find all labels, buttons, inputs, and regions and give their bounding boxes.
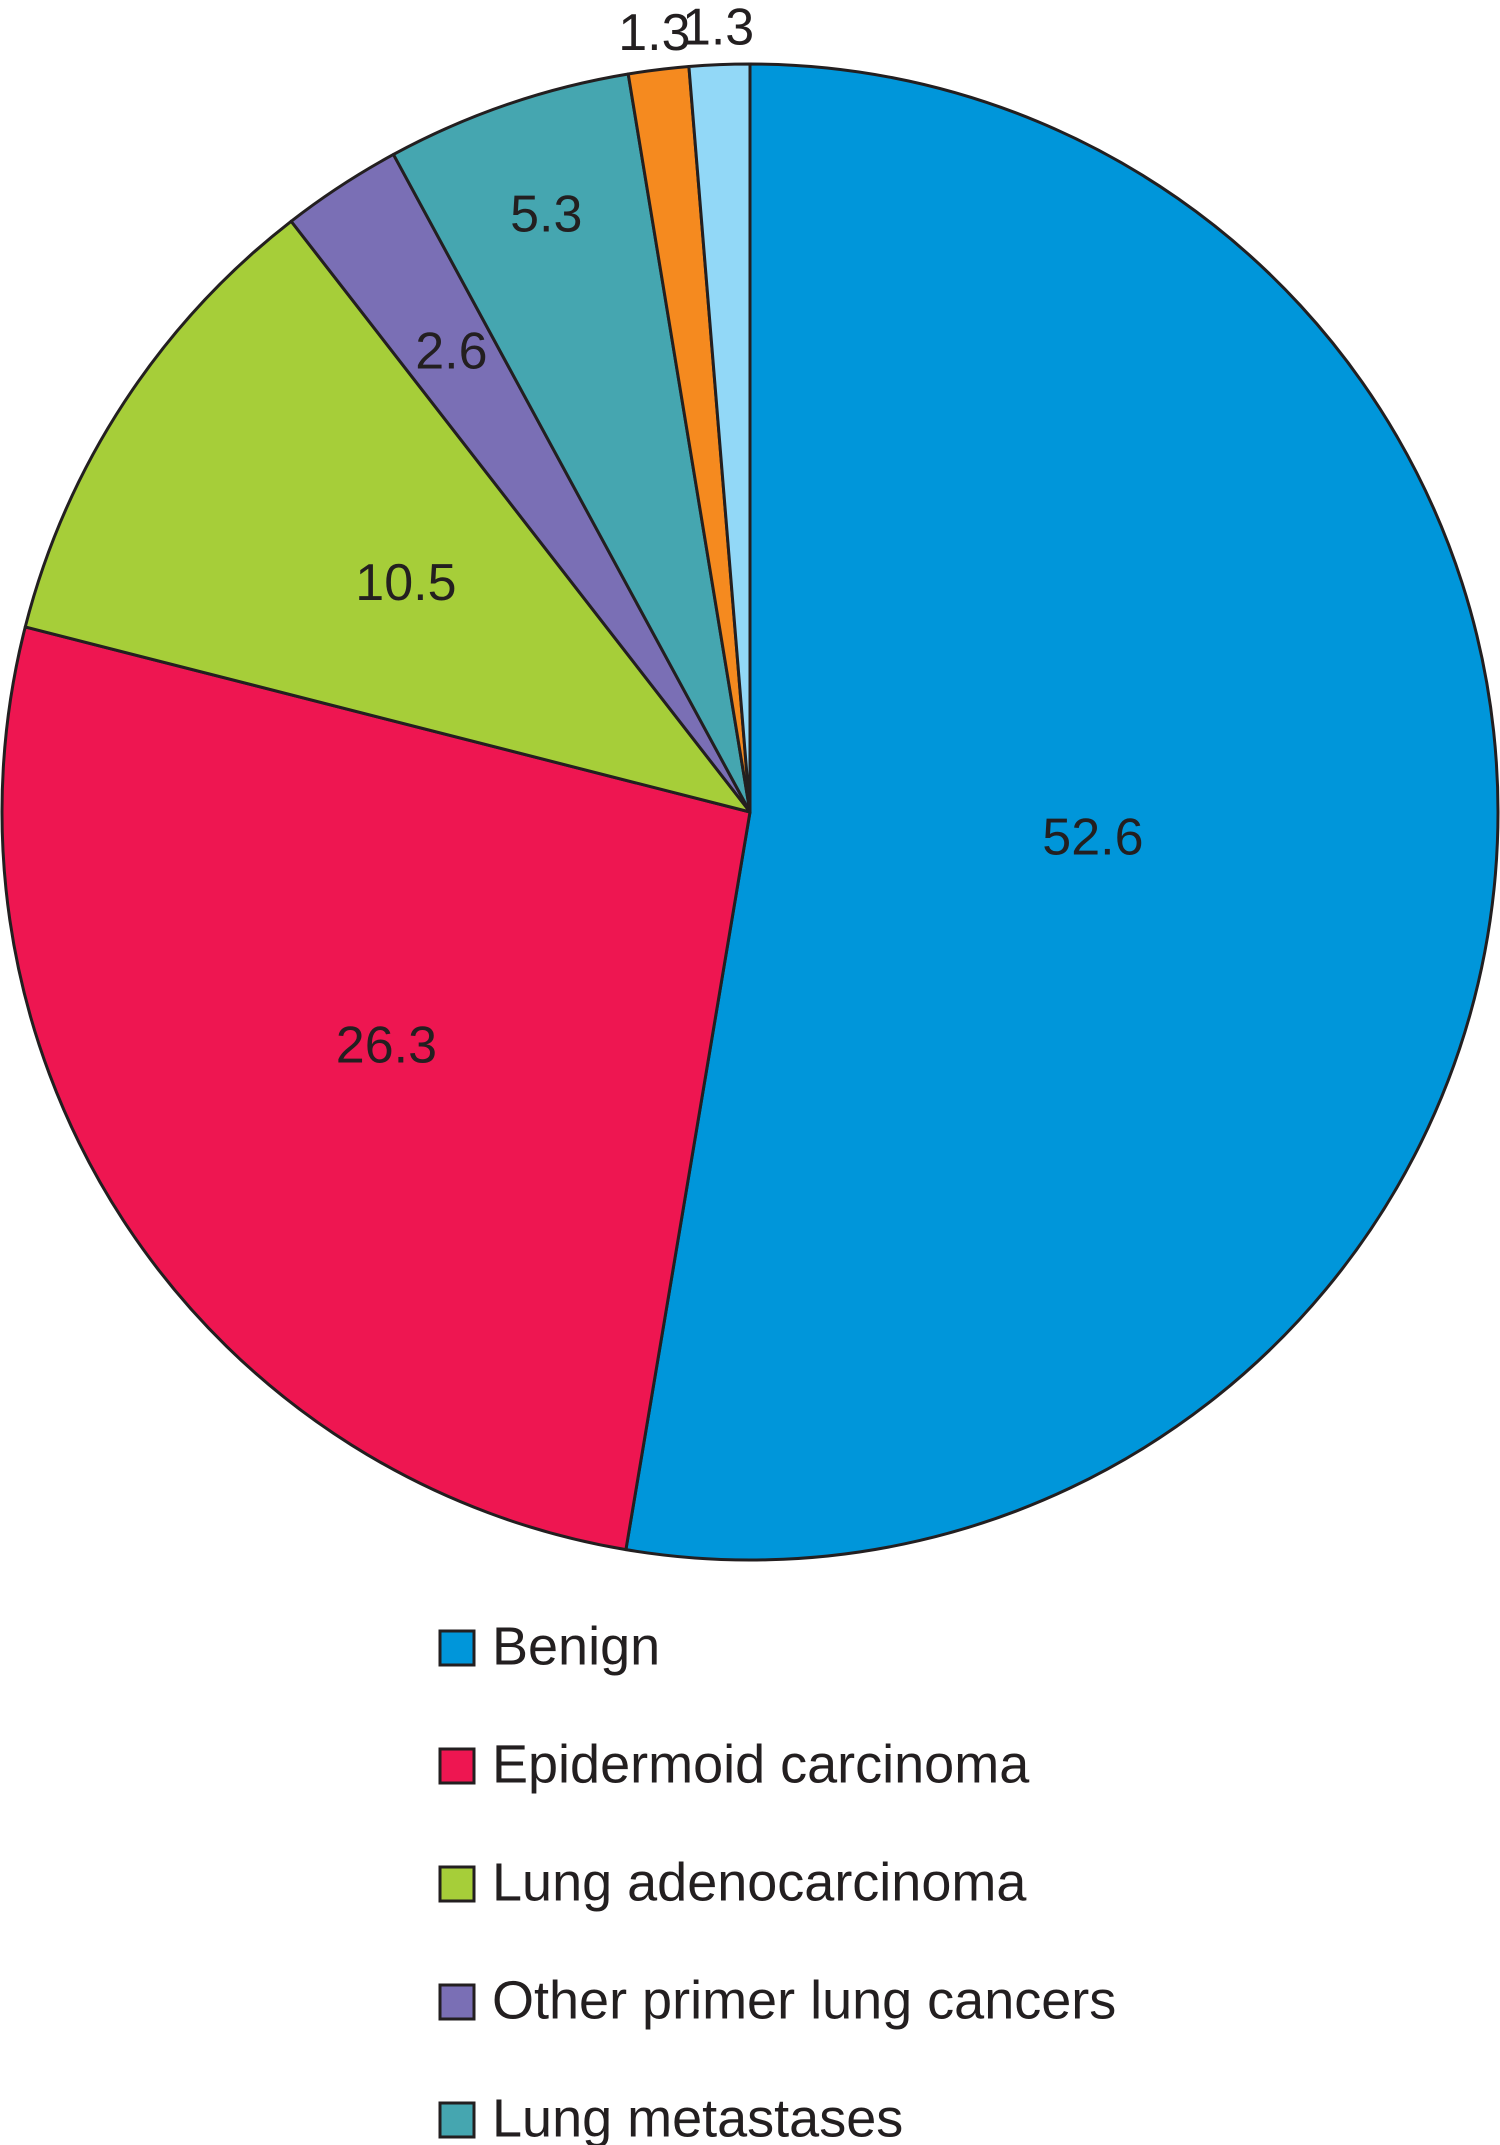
legend-label: Benign [492, 1616, 660, 1676]
legend-entry-1: Benign [438, 1616, 660, 1676]
pie-slice-7 [687, 62, 752, 814]
pie-slice-3 [23, 219, 752, 814]
pie-slice-5 [391, 72, 752, 814]
legend-label: Other primer lung cancers [492, 1970, 1116, 2030]
pie-slice-1 [624, 62, 1500, 1562]
pie-value-label-1: 52.6 [1042, 808, 1143, 866]
legend-entry-3: Lung adenocarcinoma [438, 1852, 1027, 1912]
legend: Benign Epidermoid carcinoma Lung adenocarc… [438, 1616, 1116, 2145]
legend-entry-2: Epidermoid carcinoma [438, 1734, 1030, 1794]
pie-value-label-4: 2.6 [415, 323, 487, 381]
legend-label: Epidermoid carcinoma [492, 1734, 1030, 1794]
legend-swatch [438, 1629, 476, 1667]
pie-value-label-5: 5.3 [510, 185, 582, 243]
pie-slices [0, 62, 1500, 1562]
legend-label: Lung adenocarcinoma [492, 1852, 1027, 1912]
pie-slice-2 [0, 625, 752, 1552]
legend-swatch [438, 1983, 476, 2021]
legend-swatch [438, 1865, 476, 1903]
legend-swatch [438, 1747, 476, 1785]
pie-value-labels: 52.6 26.3 10.5 2.6 5.3 1.31.3 [336, 0, 1144, 1074]
legend-label: Lung metastases [492, 2088, 903, 2145]
pie-value-label-7: 1.3 [682, 0, 754, 57]
pie-value-label-6: 1.3 [618, 4, 690, 62]
legend-swatch [438, 2101, 476, 2139]
legend-entry-5: Lung metastases [438, 2088, 903, 2145]
pie-value-label-3: 10.5 [355, 554, 456, 612]
pie-value-label-2: 26.3 [336, 1016, 437, 1074]
legend-entry-4: Other primer lung cancers [438, 1970, 1116, 2030]
